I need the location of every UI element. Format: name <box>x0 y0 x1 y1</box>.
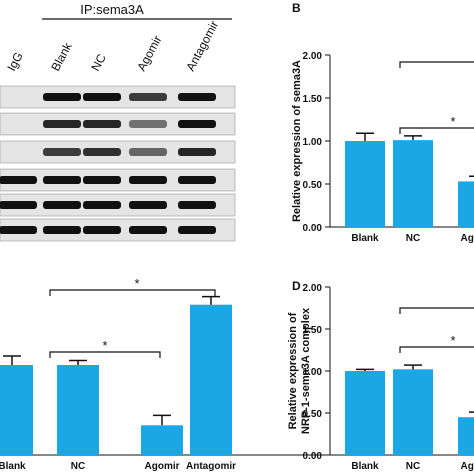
blot-band <box>83 201 121 209</box>
bar <box>141 425 183 455</box>
significance-bracket <box>399 61 474 68</box>
error-bar <box>469 411 474 413</box>
y-axis-label: Relative expression of sema3A <box>291 60 303 222</box>
error-bar <box>404 364 422 370</box>
x-tick-label: Agomir <box>461 461 474 472</box>
bar <box>393 369 433 455</box>
significance-bracket <box>399 307 474 314</box>
blot-band <box>178 226 216 234</box>
x-tick-label: Antagomir <box>186 461 236 472</box>
significance-mark: * <box>134 276 139 291</box>
bar <box>0 365 33 455</box>
x-tick-label: Blank <box>351 461 379 472</box>
blot-band <box>0 176 37 184</box>
y-tick-label: 1.50 <box>303 94 323 105</box>
error-bar <box>356 368 374 371</box>
error-bar <box>153 414 171 426</box>
blot-band <box>0 226 37 234</box>
significance-bracket <box>49 289 216 296</box>
y-tick-label: 0.50 <box>303 180 323 191</box>
x-tick-label: Agomir <box>461 233 474 244</box>
x-tick-label: NC <box>406 233 420 244</box>
lane-label: IgG <box>4 50 25 74</box>
x-tick-label: Blank <box>351 233 379 244</box>
significance-bracket <box>399 346 474 353</box>
x-tick-label: NC <box>71 461 85 472</box>
blot-title: IP:sema3A <box>80 2 144 17</box>
significance-mark: * <box>450 333 455 348</box>
blot-band <box>43 176 81 184</box>
y-tick-label: 2.00 <box>303 283 323 294</box>
error-bar <box>356 132 374 141</box>
blot-band <box>43 120 81 128</box>
bar <box>345 141 385 227</box>
blot-band <box>129 226 167 234</box>
y-tick-label: 0.00 <box>303 223 323 234</box>
blot-band <box>43 226 81 234</box>
lane-label: NC <box>88 51 109 73</box>
blot-band <box>129 148 167 156</box>
lane-label: Agomir <box>134 33 164 73</box>
y-tick-label: 1.50 <box>303 325 323 336</box>
blot-band <box>178 93 216 101</box>
x-tick-label: Agomir <box>145 461 180 472</box>
panel-label: B <box>292 1 301 15</box>
blot-band <box>178 148 216 156</box>
blot-band <box>178 176 216 184</box>
lane-label: Blank <box>48 39 75 73</box>
y-axis-label: NRP-1-sema3A complex <box>300 307 312 434</box>
error-bar <box>469 175 474 178</box>
blot-band <box>43 93 81 101</box>
bar <box>345 371 385 455</box>
blot-band <box>178 201 216 209</box>
blot-band <box>129 93 167 101</box>
bar <box>57 365 99 455</box>
panel-label: D <box>292 279 301 293</box>
blot-band <box>178 120 216 128</box>
blot-band <box>43 148 81 156</box>
bar <box>458 181 474 227</box>
blot-band <box>129 120 167 128</box>
blot-band <box>83 176 121 184</box>
significance-mark: * <box>450 114 455 129</box>
x-tick-label: Blank <box>0 461 26 472</box>
y-tick-label: 1.00 <box>303 367 323 378</box>
significance-mark: * <box>102 338 107 353</box>
x-tick-label: NC <box>406 461 420 472</box>
significance-bracket <box>399 127 474 134</box>
y-axis-label: Relative expression of <box>287 312 299 429</box>
western-blot: IP:sema3A <box>42 2 232 20</box>
blot-band <box>129 176 167 184</box>
error-bar <box>69 359 87 365</box>
significance-bracket <box>49 351 161 358</box>
y-tick-label: 2.00 <box>303 51 323 62</box>
bar <box>393 140 433 227</box>
blot-band <box>83 226 121 234</box>
bar <box>190 304 232 455</box>
blot-band <box>83 93 121 101</box>
blot-band <box>83 120 121 128</box>
blot-band <box>129 201 167 209</box>
blot-band <box>83 148 121 156</box>
error-bar <box>404 135 422 141</box>
y-tick-label: 0.50 <box>303 409 323 420</box>
y-tick-label: 0.00 <box>303 451 323 462</box>
error-bar <box>202 295 220 305</box>
blot-band <box>0 201 37 209</box>
bar <box>458 417 474 455</box>
blot-band <box>43 201 81 209</box>
lane-label: Antagomir <box>183 19 221 74</box>
error-bar <box>3 355 21 365</box>
y-tick-label: 1.00 <box>303 137 323 148</box>
